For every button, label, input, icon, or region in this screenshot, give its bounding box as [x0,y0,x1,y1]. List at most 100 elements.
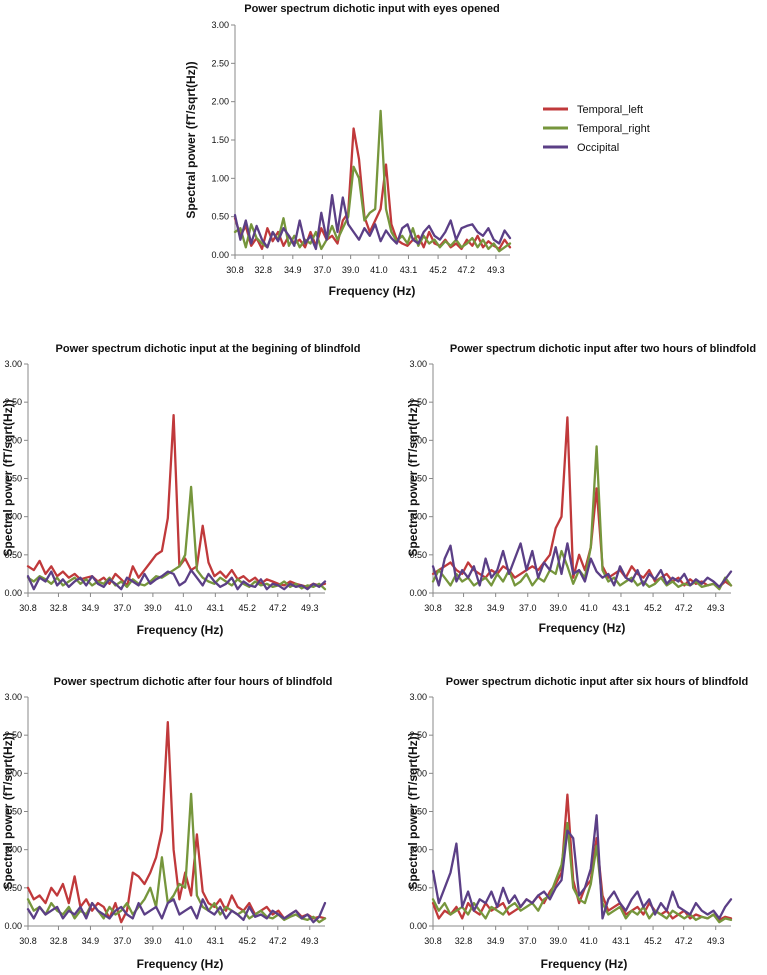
chart-title: Power spectrum dichotic after four hours… [54,676,333,688]
y-tick-label: 3.00 [211,20,229,30]
x-tick-label: 47.2 [269,603,287,613]
y-tick-label: 1.50 [409,807,427,817]
x-tick-label: 47.2 [675,936,693,946]
x-axis-title: Frequency (Hz) [329,284,416,298]
y-tick-label: 2.00 [211,97,229,107]
y-tick-label: 3.00 [409,359,427,369]
x-tick-label: 45.2 [644,936,662,946]
panel-beginning-blindfold: Power spectrum dichotic input at the beg… [1,343,360,637]
chart-title: Power spectrum dichotic input after six … [446,676,749,688]
x-tick-label: 39.0 [342,265,360,275]
legend-label-temporal-right: Temporal_right [577,123,650,135]
series-line-temporal-left [431,793,733,922]
x-tick-label: 47.2 [458,265,476,275]
x-tick-label: 30.8 [19,936,37,946]
legend-item-temporal-left: Temporal_left [543,104,643,116]
x-tick-label: 37.0 [519,603,537,613]
x-tick-label: 30.8 [226,265,244,275]
x-tick-label: 45.2 [429,265,447,275]
series-line-occipital [431,814,733,920]
y-tick-label: 3.00 [4,692,22,702]
x-tick-label: 37.0 [114,936,132,946]
y-axis-title: Spectral power (fT/sqrt(Hz)) [1,732,15,889]
x-tick-label: 34.9 [487,936,505,946]
y-axis-title: Spectral power (fT/sqrt(Hz)) [406,399,420,556]
x-tick-label: 32.8 [50,936,68,946]
series-line-occipital [431,542,733,589]
y-tick-label: 1.50 [4,807,22,817]
y-tick-label: 0.50 [409,883,427,893]
y-tick-label: 2.50 [211,58,229,68]
x-tick-label: 47.2 [269,936,287,946]
y-tick-label: 0.50 [211,212,229,222]
y-tick-label: 3.00 [409,692,427,702]
series-line-temporal-right [26,792,327,924]
x-tick-label: 43.1 [612,603,630,613]
series-line-temporal-right [431,445,733,591]
y-tick-label: 0.00 [4,921,22,931]
x-tick-label: 32.8 [455,936,473,946]
x-tick-label: 43.1 [612,936,630,946]
x-tick-label: 34.9 [487,603,505,613]
x-axis-title: Frequency (Hz) [539,621,626,635]
y-tick-label: 2.50 [4,730,22,740]
x-tick-label: 43.1 [207,936,225,946]
x-tick-label: 37.0 [114,603,132,613]
y-tick-label: 1.00 [4,512,22,522]
x-tick-label: 34.9 [82,603,100,613]
y-tick-label: 2.00 [4,768,22,778]
x-tick-label: 32.8 [455,603,473,613]
legend-item-temporal-right: Temporal_right [543,123,650,135]
x-axis-title: Frequency (Hz) [137,623,224,637]
x-tick-label: 32.8 [254,265,272,275]
y-tick-label: 1.50 [211,135,229,145]
y-tick-label: 2.50 [409,730,427,740]
x-tick-label: 37.0 [314,265,332,275]
series-line-temporal-right [233,109,512,253]
y-tick-label: 2.50 [4,397,22,407]
x-tick-label: 32.8 [50,603,68,613]
x-tick-label: 30.8 [424,603,442,613]
x-axis-title: Frequency (Hz) [541,957,628,971]
y-tick-label: 0.50 [4,550,22,560]
x-tick-label: 41.0 [370,265,388,275]
y-tick-label: 0.00 [409,588,427,598]
x-tick-label: 45.2 [239,936,257,946]
chart-title: Power spectrum dichotic input at the beg… [56,343,361,355]
y-tick-label: 2.00 [409,435,427,445]
series-line-occipital [26,898,327,924]
x-axis-title: Frequency (Hz) [137,957,224,971]
y-tick-label: 2.00 [409,768,427,778]
x-tick-label: 34.9 [82,936,100,946]
y-tick-label: 0.00 [4,588,22,598]
panel-four-hours-blindfold: Power spectrum dichotic after four hours… [1,676,332,971]
x-tick-label: 30.8 [424,936,442,946]
legend-item-occipital: Occipital [543,142,619,154]
series-line-temporal-right [431,821,733,924]
x-tick-label: 45.2 [239,603,257,613]
x-tick-label: 49.3 [707,603,725,613]
y-axis-title: Spectral power (fT/sqrt(Hz)) [406,732,420,889]
x-tick-label: 34.9 [284,265,302,275]
x-tick-label: 37.0 [519,936,537,946]
y-tick-label: 2.50 [409,397,427,407]
legend-label-occipital: Occipital [577,142,619,154]
x-tick-label: 49.3 [487,265,505,275]
y-tick-label: 1.00 [4,845,22,855]
y-tick-label: 0.50 [409,550,427,560]
x-tick-label: 49.3 [301,603,319,613]
legend: Temporal_left Temporal_right Occipital [543,104,650,154]
y-tick-label: 0.00 [409,921,427,931]
x-tick-label: 39.0 [144,603,162,613]
y-tick-label: 1.50 [4,474,22,484]
x-tick-label: 49.3 [707,936,725,946]
chart-title: Power spectrum dichotic input after two … [450,343,756,355]
x-tick-label: 41.0 [175,603,193,613]
x-tick-label: 41.0 [175,936,193,946]
y-tick-label: 2.00 [4,435,22,445]
series-line-temporal-left [431,416,733,589]
chart-title: Power spectrum dichotic input with eyes … [244,3,500,15]
y-tick-label: 1.00 [409,845,427,855]
y-axis-title: Spectral power (fT/sqrt(Hz)) [184,61,198,218]
